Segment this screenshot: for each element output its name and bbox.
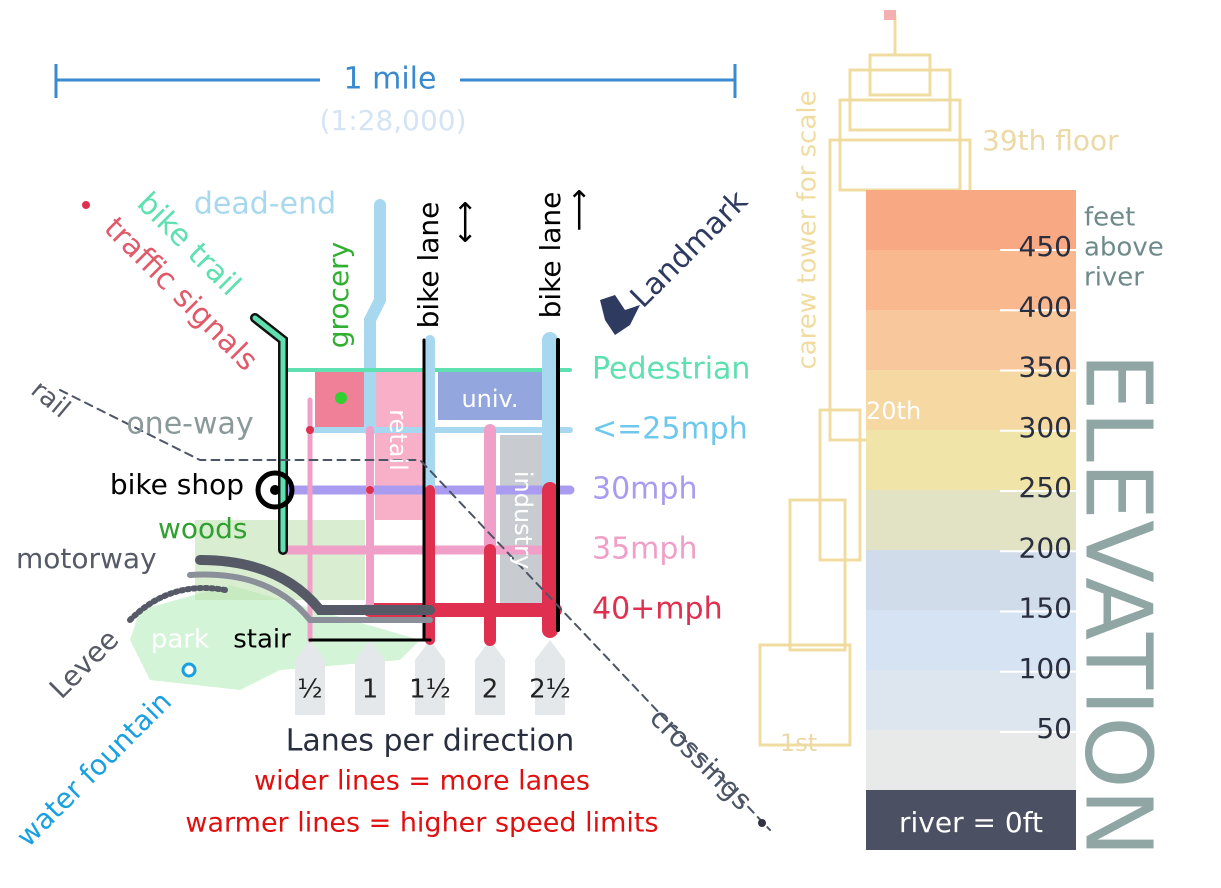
elevation-title: ELEVATION [1065, 353, 1172, 858]
speed-label: 40+mph [592, 592, 723, 627]
elevation-tick-label: 50 [1036, 712, 1072, 745]
label-park: park [151, 625, 209, 655]
label-motorway: motorway [16, 542, 157, 575]
elevation-tick-label: 150 [1019, 592, 1072, 625]
unit: river [1084, 263, 1144, 293]
label-landmark: Landmark [624, 183, 756, 315]
map-points [82, 201, 766, 827]
label-grocery: grocery [322, 242, 355, 349]
speed-label: Pedestrian [592, 352, 750, 387]
label-one-way: one-way [126, 407, 253, 442]
speed-label: 35mph [592, 532, 697, 567]
lane-markers [295, 640, 565, 715]
label-dead-end: dead-end [194, 187, 336, 222]
tower-caption: carew tower for scale [793, 90, 823, 369]
label-water-fountain: water fountain [10, 685, 178, 853]
arrow-one-way: ⟶ [562, 188, 597, 231]
streets [59, 199, 771, 831]
lane-label: ½ [297, 675, 322, 705]
lanes-title: Lanes per direction [286, 724, 575, 759]
elevation-bands [866, 190, 1076, 850]
scale-ratio: (1:28,000) [319, 104, 466, 137]
label-woods: woods [158, 512, 248, 545]
scale-bar [54, 64, 737, 98]
arrow-two-way: ⟷ [448, 200, 483, 243]
label-bike-lane: bike lane [534, 192, 567, 319]
lane-label: 2½ [529, 675, 571, 705]
scale-distance: 1 mile [344, 62, 437, 97]
label-industry: industry [509, 471, 537, 569]
floor-label: 39th floor [982, 124, 1119, 157]
label-bike-lane: bike lane [412, 202, 445, 329]
floor-label: 1st [780, 729, 817, 757]
elevation-tick-label: 450 [1019, 230, 1072, 263]
map-areas [130, 370, 553, 690]
label-rail: rail [25, 375, 76, 424]
elevation-tick-label: 100 [1019, 652, 1072, 685]
lane-label: 1 [362, 675, 379, 705]
lane-label: 1½ [409, 675, 451, 705]
label-levee: Levee [43, 623, 125, 705]
elevation-tick-label: 200 [1019, 531, 1072, 564]
lanes-note: warmer lines = higher speed limits [185, 808, 658, 839]
flag [884, 10, 896, 20]
label-crossings: crossings [643, 701, 759, 817]
speed-label: 30mph [592, 472, 697, 507]
lane-label: 2 [482, 675, 499, 705]
elevation-tick-label: 350 [1019, 351, 1072, 384]
elevation-tick-label: 400 [1019, 290, 1072, 323]
elevation-ticks: 450 400 350 300 250 200 150 100 50 [1000, 230, 1076, 745]
elevation-tick-label: 300 [1019, 411, 1072, 444]
unit: feet [1084, 203, 1135, 233]
elevation-tick-label: 250 [1019, 471, 1072, 504]
label-retail: retail [384, 409, 412, 471]
floor-label: 20th [866, 397, 921, 425]
label-stair: stair [233, 625, 291, 655]
speed-label: <=25mph [592, 412, 748, 447]
unit: above [1084, 233, 1164, 263]
elevation-base: river = 0ft [899, 806, 1043, 839]
label-univ: univ. [461, 385, 518, 413]
label-bike-shop: bike shop [110, 468, 244, 501]
lanes-note: wider lines = more lanes [254, 766, 590, 797]
